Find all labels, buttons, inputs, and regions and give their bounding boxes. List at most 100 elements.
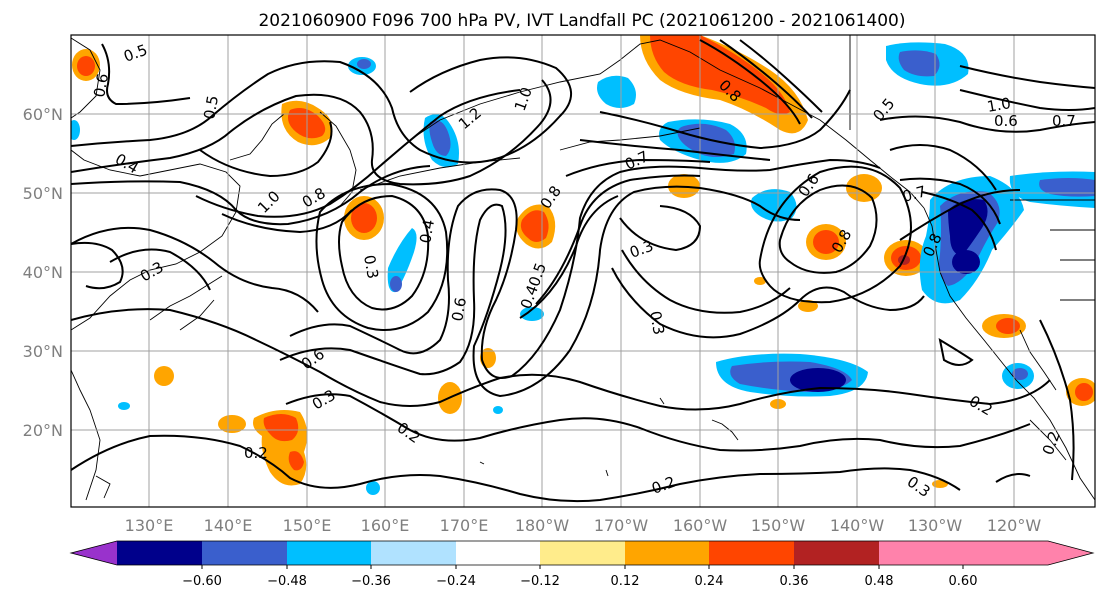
lat-label: 20°N <box>23 421 63 440</box>
contour-label: 0.6 <box>448 296 470 323</box>
positive-anomaly <box>798 300 818 312</box>
japan-coast <box>149 275 223 321</box>
lat-label: 30°N <box>23 342 63 361</box>
contour-label: 1.0 <box>986 94 1013 116</box>
contour-label: 0.7 <box>1052 112 1076 130</box>
pv-contour <box>899 189 1021 241</box>
negative-anomaly <box>952 250 980 274</box>
map-frame <box>70 34 1096 508</box>
positive-anomaly <box>288 451 304 471</box>
lon-label: 130°W <box>908 516 963 535</box>
pv-contour <box>279 185 801 398</box>
lat-label: 60°N <box>23 105 63 124</box>
contour-label: 0.5 <box>200 94 222 121</box>
pv-contour <box>289 158 881 379</box>
pv-contour <box>285 393 1031 452</box>
map-panel: 0.5 0.6 0.5 0.4 1.0 0.8 0.3 1.2 1.0 0.7 … <box>70 34 1096 508</box>
na-west-coast <box>923 207 1095 501</box>
pv-contour <box>889 144 997 191</box>
longitude-labels: 130°E 140°E 150°E 160°E 170°E 180°W 170°… <box>125 516 1042 535</box>
contour-label: 0.6 <box>994 112 1018 130</box>
island-coast <box>479 397 665 477</box>
colorbar-segment <box>371 541 457 565</box>
negative-anomaly <box>366 481 380 495</box>
colorbar-tick-label: −0.24 <box>436 574 476 589</box>
colorbar-segment <box>287 541 373 565</box>
colorbar-tick-label: −0.60 <box>182 574 222 589</box>
pv-contour <box>71 79 552 186</box>
pv-contour <box>315 182 449 331</box>
colorbar-extend-min <box>71 541 117 565</box>
figure-title: 2021060900 F096 700 hPa PV, IVT Landfall… <box>258 11 905 31</box>
lon-label: 150°E <box>283 516 332 535</box>
colorbar-segment <box>879 541 965 565</box>
pv-contour <box>699 39 801 125</box>
colorbar-segment <box>117 541 203 565</box>
shading-layer <box>71 35 1095 495</box>
colorbar-ticks <box>201 565 964 569</box>
negative-anomaly <box>390 276 402 292</box>
negative-anomaly <box>1039 178 1095 197</box>
colorbar-tick-label: −0.12 <box>520 574 560 589</box>
gridlines <box>71 35 1095 507</box>
pv-contour <box>621 249 791 314</box>
colorbar-tick-label: 0.60 <box>949 574 978 589</box>
negative-anomaly <box>751 189 797 222</box>
pv-contour <box>959 89 1095 111</box>
china-coast <box>71 369 101 501</box>
colorbar-tick-label: 0.36 <box>780 574 809 589</box>
pv-contour <box>535 174 701 305</box>
negative-anomaly <box>118 402 130 410</box>
contour-label: 0.3 <box>646 310 668 337</box>
pv-contour <box>899 177 1001 225</box>
aleutian-chain <box>559 127 701 151</box>
pv-contour <box>565 158 711 177</box>
positive-anomaly <box>154 366 174 386</box>
pv-contour <box>921 191 997 251</box>
colorbar-extend-max <box>964 541 1093 565</box>
pv-contour <box>579 139 771 161</box>
lon-label: 150°W <box>751 516 806 535</box>
positive-anomaly <box>754 277 766 285</box>
pv-contour <box>71 226 319 313</box>
pv-contour <box>71 241 124 290</box>
pv-contours <box>71 39 1095 503</box>
pv-contour <box>719 39 813 119</box>
pv-contour <box>71 56 572 164</box>
colorbar-tick-label: 0.48 <box>865 574 894 589</box>
pv-contour <box>758 165 912 304</box>
contour-label: 0.4 <box>416 218 438 245</box>
pv-contour <box>338 194 430 311</box>
contour-label: 0.3 <box>360 254 382 281</box>
pv-contour <box>109 248 211 291</box>
lon-label: 170°W <box>594 516 649 535</box>
positive-anomaly <box>932 480 948 488</box>
hawaii-coast <box>711 419 739 441</box>
negative-anomaly <box>520 307 544 321</box>
pv-contour <box>519 195 619 319</box>
positive-anomaly <box>1075 383 1093 401</box>
mexico-coast <box>1029 419 1067 461</box>
contour-label: 0.2 <box>244 444 268 462</box>
lon-label: 130°E <box>125 516 174 535</box>
pv-contour <box>739 39 823 113</box>
colorbar-tick-label: −0.36 <box>351 574 391 589</box>
pv-contour <box>71 165 431 226</box>
positive-anomaly <box>813 230 839 254</box>
negative-anomaly <box>677 123 735 157</box>
positive-anomaly <box>77 56 95 76</box>
alaska-coast <box>409 39 925 209</box>
negative-anomaly <box>429 120 451 156</box>
negative-anomaly <box>948 199 988 256</box>
colorbar-tick-label: 0.12 <box>611 574 640 589</box>
colorbar-segment <box>456 541 542 565</box>
pv-contour <box>1039 319 1075 481</box>
colorbar-segment <box>540 541 626 565</box>
lon-label: 180°W <box>515 516 570 535</box>
contour-label: 0.6 <box>90 72 112 99</box>
lat-label: 50°N <box>23 184 63 203</box>
lon-label: 140°E <box>204 516 253 535</box>
pv-contour <box>879 115 1095 133</box>
lon-label: 140°W <box>830 516 885 535</box>
